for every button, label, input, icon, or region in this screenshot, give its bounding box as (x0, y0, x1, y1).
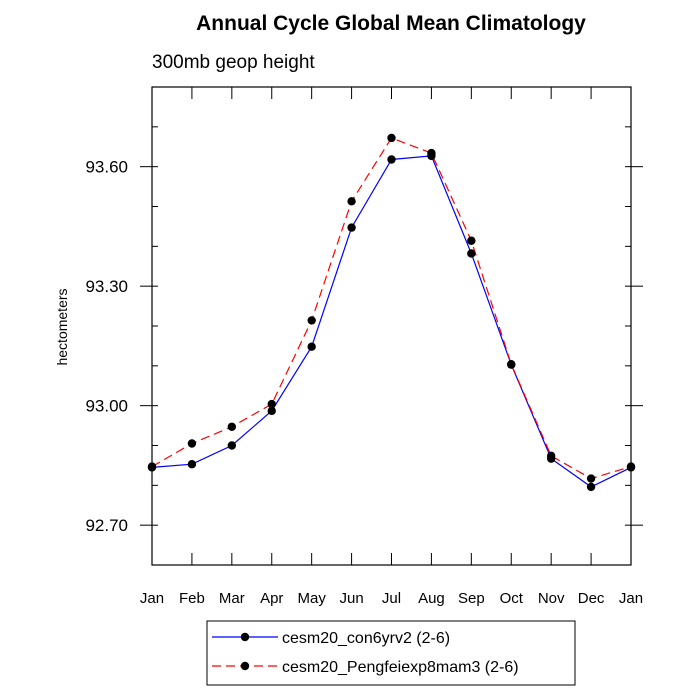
x-tick-label: May (297, 590, 326, 607)
x-tick-label: Jan (619, 590, 643, 607)
series-1-point (267, 399, 276, 409)
series-0-point (267, 406, 276, 416)
legend-marker-0 (240, 632, 250, 642)
chart-subtitle: 300mb geop height (152, 52, 315, 73)
series-0-point (467, 249, 476, 258)
series-1-point (227, 422, 237, 431)
series-0-point (347, 223, 356, 232)
series-1-point (387, 133, 396, 143)
series-1-point (467, 236, 476, 245)
y-tick-label: 93.30 (85, 277, 128, 296)
series-1-point (546, 451, 556, 461)
series-1-point (307, 316, 316, 325)
series-0-point (187, 460, 197, 469)
series-1-point (507, 360, 516, 369)
series-0-point (387, 155, 396, 164)
y-tick-label: 92.70 (85, 516, 128, 535)
series-1-point (586, 474, 596, 483)
x-tick-label: Sep (458, 590, 485, 607)
series-line-1 (151, 137, 632, 480)
series-0-point (586, 482, 596, 492)
y-tick-label: 93.60 (85, 158, 128, 177)
x-tick-label: Dec (578, 590, 605, 607)
series-1-point (626, 462, 636, 471)
legend-marker-1 (240, 661, 250, 671)
axes: Jan Feb Mar Apr May Jun Jul Aug Sep Oct Nov Dec Jan 9… (85, 86, 643, 607)
x-tick-label: Feb (179, 590, 205, 607)
legend: cesm20_con6yrv2 (2-6) cesm20_Pengfeiexp8m… (206, 620, 576, 686)
x-tick-label: Mar (219, 590, 245, 607)
chart-title: Annual Cycle Global Mean Climatology (196, 12, 586, 35)
legend-box (206, 620, 576, 686)
x-tick-label: Aug (418, 590, 445, 607)
series-0-point (227, 441, 237, 450)
series-1-point (427, 148, 436, 158)
x-tick-label: Oct (500, 590, 524, 607)
series-layer (147, 133, 636, 492)
legend-label-1: cesm20_Pengfeiexp8mam3 (2-6) (282, 659, 519, 676)
y-axis-label: hectometers (54, 288, 70, 365)
series-1-point (147, 462, 157, 471)
series-1-point (347, 197, 356, 206)
x-tick-label: Jul (382, 590, 401, 607)
legend-label-0: cesm20_con6yrv2 (2-6) (282, 630, 450, 647)
x-tick-label: Nov (538, 590, 565, 607)
series-0-point (307, 342, 316, 351)
y-tick-label: 93.00 (85, 397, 128, 416)
x-tick-label: Jan (140, 590, 164, 607)
series-1-point (187, 439, 197, 448)
series-line-0 (151, 155, 632, 488)
x-tick-label: Apr (260, 590, 283, 607)
x-tick-label: Jun (339, 590, 363, 607)
